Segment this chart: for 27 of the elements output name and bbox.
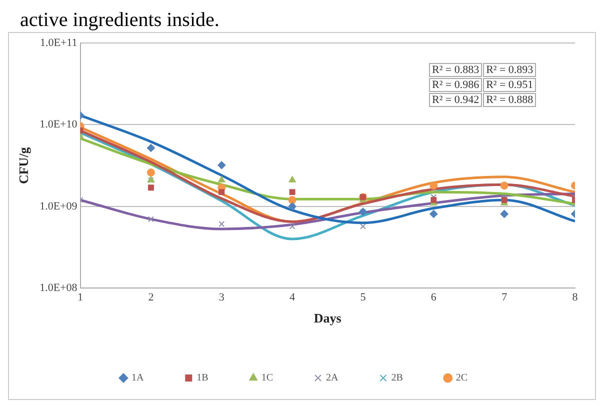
x-tick-label: 5: [360, 292, 366, 304]
annotation: R² = 0.888: [483, 93, 536, 107]
annotation: R² = 0.893: [483, 63, 536, 77]
legend-label: 2B: [391, 372, 404, 384]
annotation: R² = 0.883: [429, 63, 482, 77]
legend-label: 2C: [456, 372, 468, 384]
x-tick-label: 1: [78, 292, 84, 304]
x-tick-label: 3: [218, 292, 225, 304]
legend-label: 2A: [326, 372, 339, 384]
y-tick-label: 1.0E+10: [40, 118, 78, 131]
legend-label: 1B: [196, 372, 209, 384]
legend-label: 1A: [131, 372, 144, 384]
annotation: R² = 0.951: [483, 78, 536, 92]
text: active ingredients inside.: [19, 8, 220, 32]
y-axis-title: CFU/g: [16, 146, 32, 184]
annotation: R² = 0.942: [429, 93, 482, 107]
x-tick-label: 4: [290, 292, 296, 304]
x-tick-label: 7: [502, 292, 508, 304]
y-tick-label: 1.0E+11: [40, 36, 78, 49]
x-tick-label: 6: [430, 292, 437, 304]
x-tick-label: 2: [148, 292, 154, 304]
x-axis-title: Days: [314, 310, 342, 326]
y-tick-label: 1.0E+09: [40, 200, 78, 212]
y-tick-label: 1.0E+08: [40, 282, 78, 294]
x-tick-label: 8: [572, 292, 578, 304]
legend-label: 1C: [261, 372, 274, 384]
annotation: R² = 0.986: [429, 78, 482, 92]
